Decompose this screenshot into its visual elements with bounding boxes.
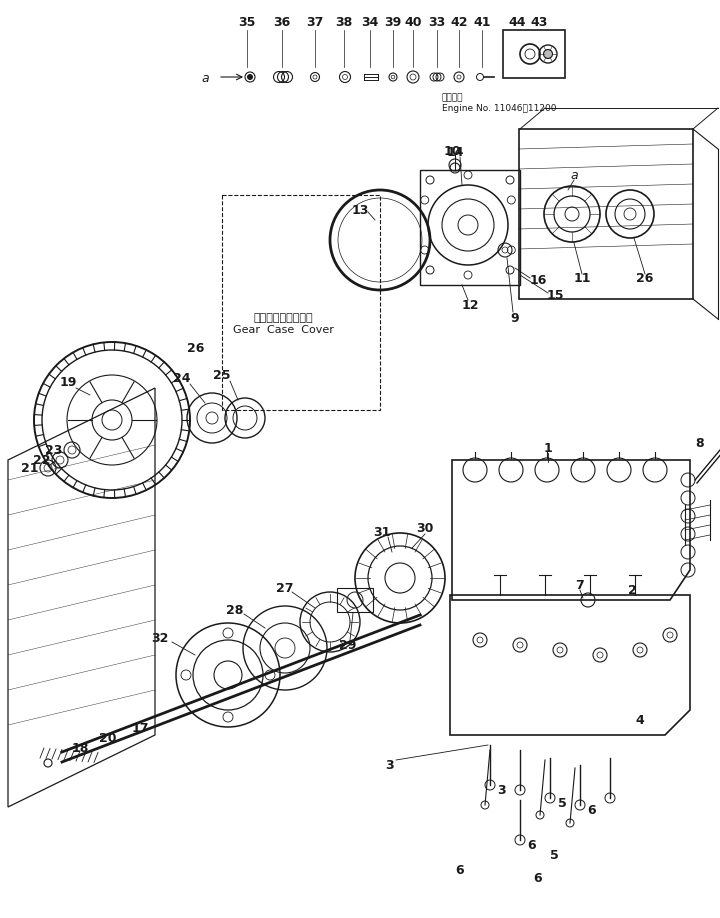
Text: 14: 14	[446, 145, 464, 159]
Text: 5: 5	[549, 848, 559, 861]
Text: 43: 43	[531, 16, 548, 28]
Text: 15: 15	[546, 288, 564, 301]
Text: 32: 32	[151, 632, 168, 644]
Text: 適用号機: 適用号機	[442, 93, 464, 102]
Text: 6: 6	[588, 803, 596, 816]
Text: 27: 27	[276, 581, 294, 595]
Circle shape	[248, 74, 253, 80]
Text: 34: 34	[361, 16, 379, 28]
Bar	[519, 129, 693, 299]
Text: Gear  Case  Cover: Gear Case Cover	[233, 325, 333, 335]
Text: 19: 19	[59, 375, 77, 388]
Text: 37: 37	[306, 16, 324, 28]
Text: a: a	[570, 169, 578, 182]
Text: 31: 31	[373, 525, 391, 539]
Text: 3: 3	[386, 758, 395, 771]
Text: 10: 10	[444, 144, 461, 158]
Text: 6: 6	[528, 838, 536, 852]
Text: 26: 26	[636, 272, 654, 285]
Text: 13: 13	[351, 204, 369, 217]
Text: 41: 41	[473, 16, 491, 28]
Text: 20: 20	[99, 732, 117, 744]
Text: 22: 22	[33, 453, 50, 466]
Text: 42: 42	[450, 16, 468, 28]
Text: 38: 38	[336, 16, 353, 28]
Text: 44: 44	[508, 16, 526, 28]
Text: 40: 40	[404, 16, 422, 28]
Text: 18: 18	[71, 742, 89, 755]
Text: 3: 3	[498, 783, 506, 797]
Text: 1: 1	[544, 442, 552, 454]
Text: 39: 39	[384, 16, 402, 28]
Text: 11: 11	[573, 272, 590, 285]
Text: 7: 7	[575, 578, 585, 591]
Text: 35: 35	[238, 16, 256, 28]
Text: 28: 28	[226, 603, 243, 617]
Text: 16: 16	[529, 274, 546, 286]
Circle shape	[544, 50, 552, 59]
Text: 29: 29	[339, 639, 356, 652]
Text: 33: 33	[428, 16, 446, 28]
Text: 8: 8	[696, 436, 704, 450]
Text: a: a	[201, 72, 209, 84]
Text: 9: 9	[510, 311, 519, 324]
Text: 23: 23	[45, 443, 63, 456]
Text: 26: 26	[187, 341, 204, 354]
Text: 30: 30	[416, 521, 433, 534]
Text: 6: 6	[456, 864, 464, 877]
Text: 17: 17	[131, 722, 149, 734]
Text: Engine No. 11046～11200: Engine No. 11046～11200	[442, 104, 557, 113]
Text: 2: 2	[628, 584, 636, 597]
Text: 5: 5	[557, 797, 567, 810]
Bar	[337, 588, 373, 612]
Text: 12: 12	[462, 298, 479, 311]
Bar	[503, 30, 565, 78]
Text: ギャーケースカバー: ギャーケースカバー	[253, 313, 312, 323]
Text: 25: 25	[213, 368, 230, 382]
Text: 36: 36	[274, 16, 291, 28]
Text: 21: 21	[22, 462, 39, 475]
Text: 4: 4	[636, 713, 644, 726]
Text: 6: 6	[534, 871, 542, 885]
Text: 24: 24	[174, 372, 191, 385]
